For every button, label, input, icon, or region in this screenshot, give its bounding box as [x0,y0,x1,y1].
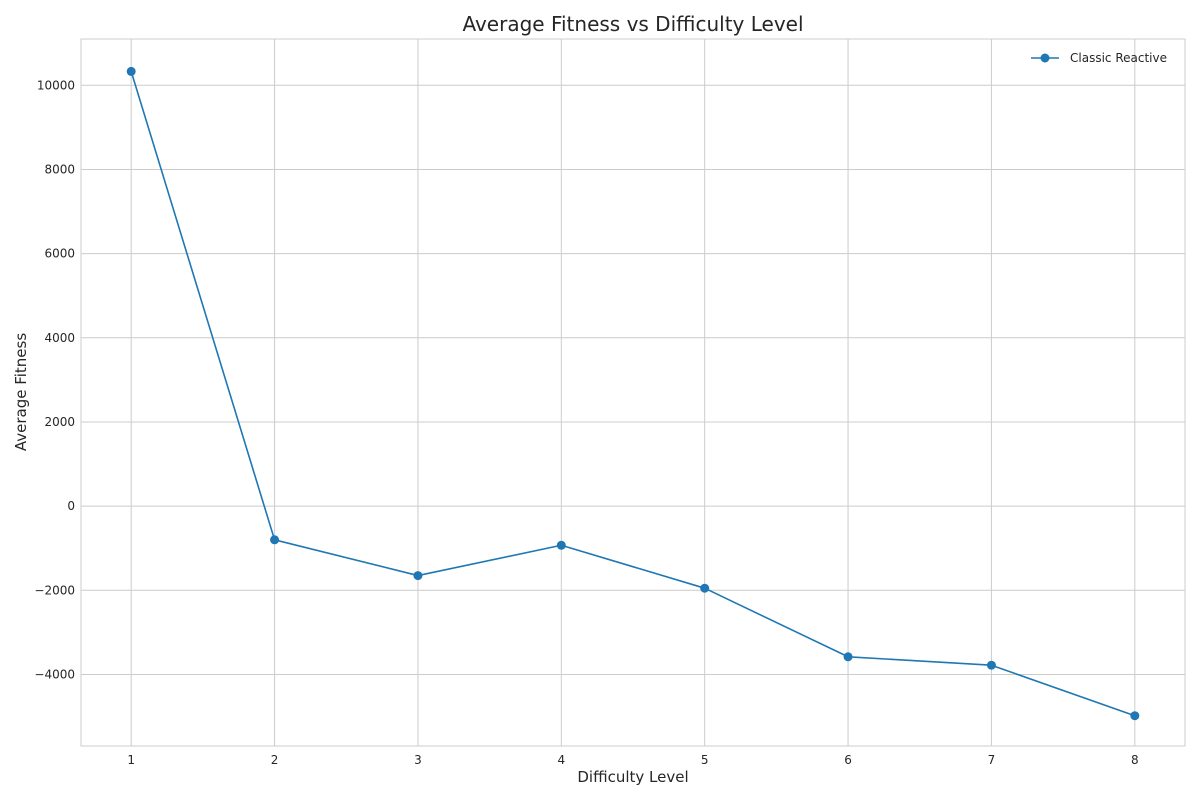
y-tick-label: 2000 [44,415,75,429]
y-axis-ticks: −4000 −2000 0 2000 4000 6000 8000 10000 [34,78,75,681]
x-tick-label: 5 [701,753,709,767]
y-tick-label: −4000 [34,667,75,681]
y-tick-label: 10000 [37,78,75,92]
data-point [843,652,853,662]
series-line-classic-reactive [130,71,1136,717]
x-tick-label: 7 [988,753,996,767]
x-tick-label: 2 [271,753,279,767]
x-tick-label: 6 [844,753,852,767]
x-tick-label: 1 [127,753,135,767]
legend-entry-classic-reactive: Classic Reactive [1070,51,1167,65]
y-tick-label: 4000 [44,331,75,345]
y-tick-label: −2000 [34,583,75,597]
x-axis-label: Difficulty Level [577,768,688,786]
data-point [986,660,996,670]
data-point [700,583,710,593]
legend-marker [1040,53,1050,63]
data-point [126,66,136,76]
data-point [1130,711,1140,721]
x-axis-ticks: 1 2 3 4 5 6 7 8 [127,753,1138,767]
data-point [270,535,280,545]
y-tick-label: 8000 [44,162,75,176]
x-tick-label: 4 [557,753,565,767]
y-tick-label: 6000 [44,247,75,261]
y-tick-label: 0 [67,499,75,513]
grid [81,39,1185,746]
x-tick-label: 3 [414,753,422,767]
legend: Classic Reactive [1031,51,1167,65]
chart-title: Average Fitness vs Difficulty Level [462,12,803,36]
x-tick-label: 8 [1131,753,1139,767]
series-layer [126,66,1140,721]
data-point [556,540,566,550]
y-axis-label: Average Fitness [12,333,30,452]
plot-frame [80,38,1186,747]
data-point [413,571,423,581]
